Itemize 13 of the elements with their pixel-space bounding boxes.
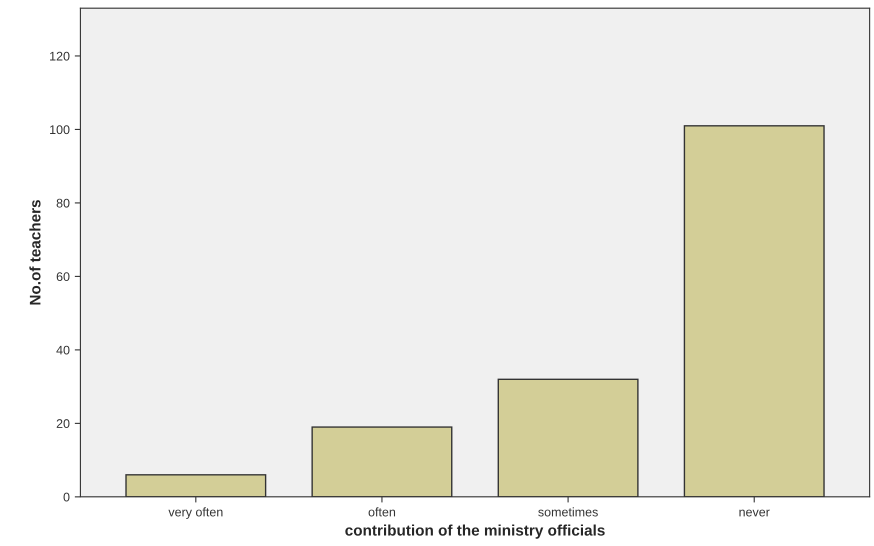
y-tick-label: 120 — [50, 52, 70, 61]
y-tick-label: 40 — [56, 346, 70, 355]
x-tick-label: never — [739, 510, 770, 516]
x-tick-label: very often — [168, 507, 222, 519]
x-axis-title: contribution of the ministry officials — [345, 524, 605, 539]
x-tick-label: sometimes — [538, 507, 598, 516]
y-tick-label: 0 — [64, 492, 70, 502]
y-tick-label: 80 — [56, 198, 70, 208]
y-tick-label: 20 — [56, 419, 70, 428]
y-tick-label: 60 — [56, 272, 70, 282]
y-tick-label: 100 — [50, 125, 70, 134]
x-tick-label: often — [368, 507, 396, 516]
y-axis-title: No.of teachers — [29, 200, 41, 305]
